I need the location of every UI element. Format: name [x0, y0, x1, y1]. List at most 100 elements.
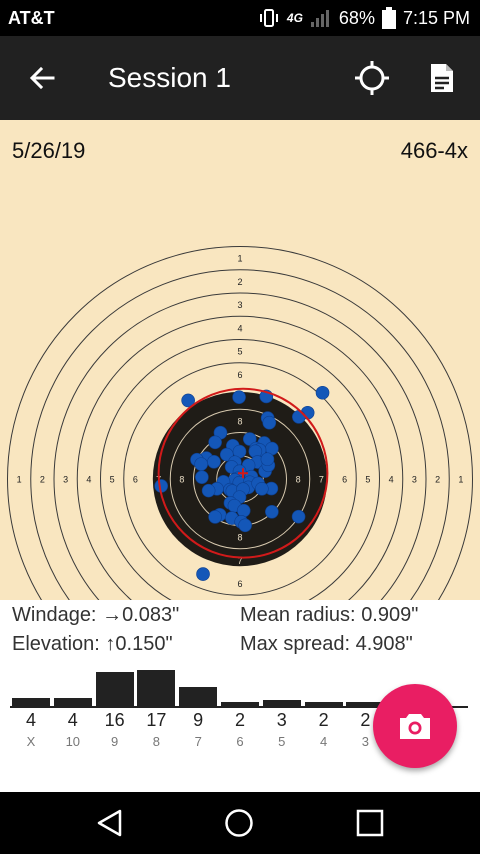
group-overlay	[157, 387, 329, 559]
max-spread-value: 4.908"	[355, 633, 413, 655]
histogram-baseline	[10, 706, 468, 708]
inner-ring-8	[169, 408, 311, 550]
shot-markers	[154, 385, 330, 581]
elevation-value: ↑0.150"	[105, 633, 173, 655]
histogram-bar-10: 4 10	[53, 662, 93, 782]
group-stats: Windage: →0.083" Elevation: ↑0.150" Mean…	[0, 600, 480, 662]
shot-marker	[208, 435, 222, 450]
histogram-bar-9: 16 9	[95, 662, 135, 782]
histogram-ring-label: 6	[236, 734, 244, 749]
histogram-ring-label: 3	[361, 734, 369, 749]
shot-marker	[238, 518, 252, 533]
shot-marker	[236, 503, 251, 518]
shot-marker	[262, 415, 277, 430]
histogram-ring-label: 8	[152, 734, 160, 749]
ring-2	[30, 269, 450, 600]
histogram-bar-fill	[53, 697, 92, 706]
histogram-count-label: 4	[25, 710, 36, 730]
mean-point-marker	[238, 468, 249, 479]
camera-button[interactable]	[373, 684, 457, 768]
ring-label: 4	[389, 475, 394, 485]
ring-label: 3	[412, 475, 417, 485]
nav-back-button[interactable]	[87, 804, 131, 842]
shot-marker	[255, 481, 269, 496]
ring-label: 4	[86, 475, 91, 485]
ring-label: 6	[237, 370, 242, 380]
document-icon	[431, 64, 453, 92]
ring-label: 3	[63, 475, 68, 485]
shot-marker	[196, 567, 210, 581]
ring-label: 5	[110, 475, 115, 485]
ring-label: 7	[319, 475, 324, 485]
nav-recent-icon	[356, 809, 384, 837]
histogram-ring-label: 4	[319, 734, 328, 749]
ring-label: 1	[17, 475, 22, 485]
crosshair-icon	[355, 61, 389, 95]
histogram-bar-fill	[346, 701, 385, 706]
histogram-count-label: 2	[318, 710, 329, 730]
arrow-left-icon	[29, 66, 55, 90]
histogram-count-label: 9	[193, 710, 204, 730]
ring-label: 1	[237, 254, 242, 264]
aim-point-button[interactable]	[350, 56, 394, 100]
ring-labels: 11112222333344445555666677778888	[17, 254, 464, 590]
ring-label: 5	[237, 347, 242, 357]
windage-stat: Windage: →0.083"	[12, 604, 179, 627]
shot-marker	[232, 390, 246, 404]
ring-1	[7, 246, 473, 600]
battery-percent: 68%	[338, 7, 375, 28]
mean-radius-label: Mean radius:	[240, 604, 356, 626]
status-bar: AT&T 4G 68% 7:15 PM	[0, 0, 480, 36]
histogram-count-label: 2	[234, 710, 245, 730]
status-icons: 4G 68% 7:15 PM	[258, 7, 470, 29]
max-spread-label: Max spread:	[240, 633, 351, 655]
signal-icon	[310, 8, 332, 28]
session-date: 5/26/19	[12, 138, 86, 163]
ring-label: 6	[133, 475, 138, 485]
histogram-count-label: 3	[276, 710, 287, 730]
lte-icon: 4G	[286, 11, 303, 25]
ring-label: 3	[237, 300, 242, 310]
histogram-bar-fill	[262, 699, 301, 706]
shot-marker	[194, 457, 208, 471]
histogram-bar-fill	[304, 701, 343, 706]
ring-label: 6	[342, 475, 347, 485]
histogram-ring-label: 10	[65, 734, 81, 749]
histogram-bar-fill	[221, 701, 259, 706]
nav-recent-button[interactable]	[348, 804, 392, 842]
ring-6	[123, 362, 357, 596]
ring-label: 4	[237, 323, 242, 333]
mean-radius-stat: Mean radius: 0.909"	[240, 604, 418, 627]
ring-3	[53, 292, 427, 600]
ring-label: 7	[237, 556, 242, 566]
target-face[interactable]: 11112222333344445555666677778888	[0, 120, 480, 600]
ring-label: 2	[237, 277, 242, 287]
back-button[interactable]	[20, 58, 64, 98]
max-spread-stat: Max spread: 4.908"	[240, 633, 413, 656]
histogram-bar-fill	[12, 697, 50, 706]
ring-label: 8	[237, 416, 242, 426]
elevation-label: Elevation:	[12, 633, 100, 655]
histogram-bar-8: 17 8	[136, 662, 176, 782]
camera-icon	[400, 714, 430, 739]
target-view[interactable]: 11112222333344445555666677778888	[0, 120, 480, 600]
page-title: Session 1	[108, 62, 231, 93]
histogram-ring-label: X	[26, 734, 36, 749]
shot-marker	[208, 510, 222, 524]
shot-marker	[201, 483, 216, 498]
histogram-bar-fill	[137, 670, 176, 706]
windage-value: →0.083"	[102, 604, 180, 626]
ring-label: 8	[296, 475, 301, 485]
ring-label: 8	[179, 475, 184, 485]
histogram-count-label: 17	[146, 710, 167, 730]
nav-home-button[interactable]	[217, 804, 261, 842]
shot-marker	[181, 393, 195, 408]
report-button[interactable]	[420, 56, 464, 100]
system-nav-bar	[0, 792, 480, 854]
nav-home-icon	[225, 809, 253, 837]
